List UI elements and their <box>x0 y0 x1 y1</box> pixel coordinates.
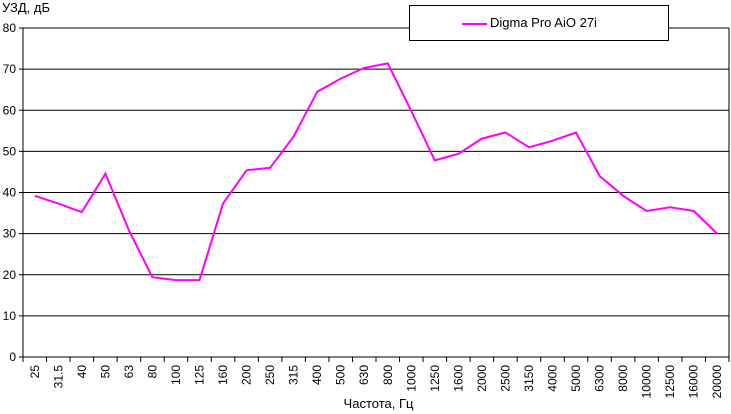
x-tick-label: 2500 <box>498 365 512 392</box>
x-tick-label: 400 <box>310 365 324 385</box>
x-tick-label: 8000 <box>616 365 630 392</box>
x-tick-label: 315 <box>287 365 301 385</box>
x-tick-label: 2000 <box>475 365 489 392</box>
x-tick-label: 5000 <box>569 365 583 392</box>
y-tick-label: 80 <box>3 21 17 35</box>
x-tick-label: 6300 <box>593 365 607 392</box>
x-tick-label: 50 <box>98 365 112 379</box>
legend-entry-label: Digma Pro AiO 27i <box>490 15 597 30</box>
x-tick-label: 125 <box>193 365 207 385</box>
y-tick-label: 20 <box>3 268 17 282</box>
x-tick-label: 200 <box>240 365 254 385</box>
y-tick-label: 50 <box>3 144 17 158</box>
x-tick-label: 80 <box>145 365 159 379</box>
x-tick-label: 1250 <box>428 365 442 392</box>
x-tick-label: 4000 <box>546 365 560 392</box>
x-tick-label: 1600 <box>451 365 465 392</box>
y-axis-ticks: 0 10 20 30 40 50 60 70 80 <box>3 21 23 364</box>
y-tick-label: 70 <box>3 62 17 76</box>
x-tick-label: 63 <box>122 365 136 379</box>
y-tick-label: 0 <box>9 350 16 364</box>
x-tick-label: 16000 <box>687 365 701 399</box>
x-tick-label: 100 <box>169 365 183 385</box>
x-tick-label: 250 <box>263 365 277 385</box>
x-tick-label: 31.5 <box>51 365 65 389</box>
y-tick-label: 10 <box>3 309 17 323</box>
x-axis-ticks: 25 31.5 40 50 63 80 100 125 160 200 250 315 400 500 63… <box>22 357 730 399</box>
x-tick-label: 40 <box>75 365 89 379</box>
y-tick-label: 60 <box>3 103 17 117</box>
legend-swatch <box>462 23 487 25</box>
y-axis-label: УЗД, дБ <box>2 0 50 15</box>
x-axis-label: Частота, Гц <box>343 396 414 411</box>
x-tick-label: 12500 <box>663 365 677 399</box>
y-tick-label: 40 <box>3 186 17 200</box>
grid-lines <box>22 27 730 357</box>
x-tick-label: 800 <box>381 365 395 385</box>
x-tick-label: 160 <box>216 365 230 385</box>
x-tick-label: 1000 <box>404 365 418 392</box>
x-tick-label: 630 <box>357 365 371 385</box>
x-tick-label: 3150 <box>522 365 536 392</box>
series-line-digma-pro-aio-27i <box>34 62 718 282</box>
x-tick-label: 500 <box>334 365 348 385</box>
legend: Digma Pro AiO 27i <box>409 5 669 41</box>
x-tick-label: 10000 <box>640 365 654 399</box>
x-tick-label: 20000 <box>710 365 724 399</box>
x-tick-label: 25 <box>28 365 42 379</box>
y-tick-label: 30 <box>3 227 17 241</box>
